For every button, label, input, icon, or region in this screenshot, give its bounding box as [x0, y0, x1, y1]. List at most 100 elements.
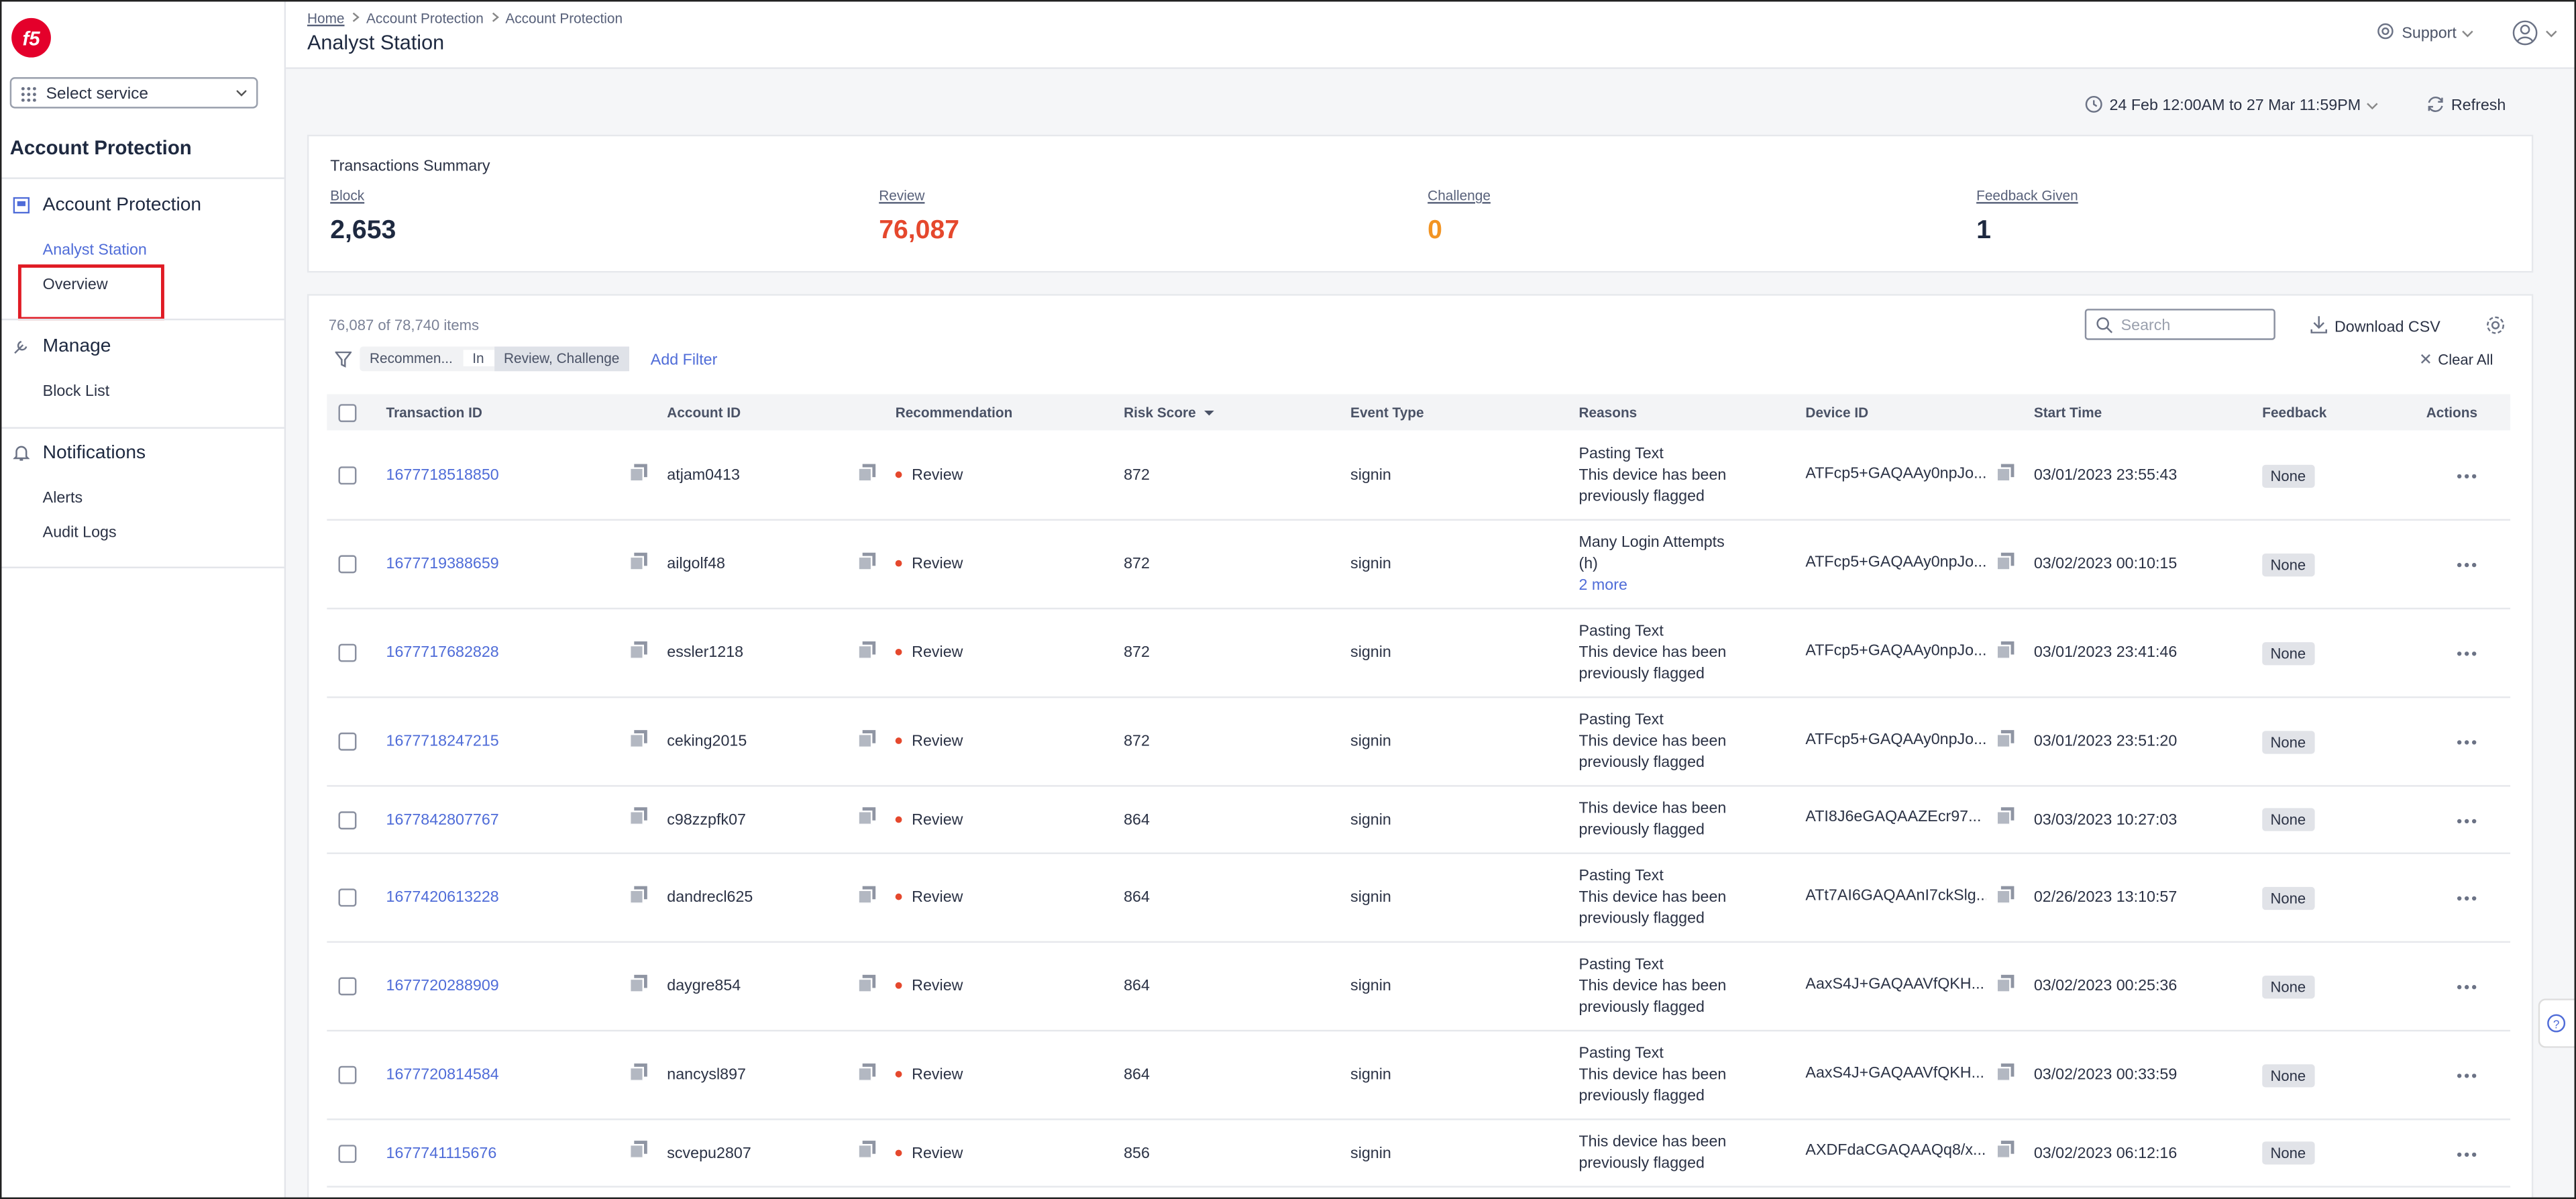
copy-icon[interactable] [857, 806, 876, 825]
actions-menu[interactable] [2456, 1073, 2477, 1080]
row-checkbox[interactable] [338, 1143, 357, 1162]
summary-label[interactable]: Review [879, 187, 925, 204]
transaction-id[interactable]: 1677720814584 [386, 1065, 499, 1084]
copy-icon[interactable] [1996, 973, 2015, 992]
search-input[interactable]: Search [2084, 309, 2275, 340]
row-checkbox[interactable] [338, 466, 357, 485]
copy-icon[interactable] [857, 884, 876, 903]
date-range[interactable]: 24 Feb 12:00AM to 27 Mar 11:59PM [2085, 95, 2378, 115]
cell: Pasting Text This device has been previou… [1578, 432, 1743, 519]
summary-label[interactable]: Challenge [1428, 187, 1491, 204]
row-checkbox[interactable] [338, 555, 357, 574]
cell: ATFcp5+GAQAAy0npJo... [1805, 630, 2033, 676]
nav-item[interactable]: Analyst Station [42, 241, 147, 260]
row-checkbox[interactable] [338, 1065, 357, 1084]
row-checkbox[interactable] [338, 643, 357, 662]
column-title[interactable]: Risk Score [1124, 404, 1196, 421]
copy-icon[interactable] [857, 462, 876, 481]
copy-icon[interactable] [629, 884, 647, 903]
actions-menu[interactable] [2456, 895, 2477, 902]
nav-section[interactable]: Notifications [42, 443, 146, 464]
copy-icon[interactable] [1996, 884, 2015, 903]
status-dot [895, 738, 902, 745]
copy-icon[interactable] [629, 729, 647, 747]
start-time: 03/01/2023 23:55:43 [2033, 466, 2178, 485]
transaction-id[interactable]: 1677717682828 [386, 643, 499, 662]
summary-label[interactable]: Block [330, 187, 365, 204]
start-time: 03/02/2023 00:10:15 [2033, 555, 2178, 574]
reason: This device has been previously flagged [1578, 977, 1727, 1017]
transaction-id[interactable]: 1677741115676 [386, 1143, 497, 1162]
summary-value: 2,653 [330, 217, 396, 245]
cell: Pasting Text This device has been previou… [1578, 943, 1743, 1030]
copy-icon[interactable] [629, 806, 647, 825]
copy-icon[interactable] [629, 639, 647, 658]
start-time: 03/01/2023 23:51:20 [2033, 732, 2178, 751]
transaction-id[interactable]: 1677720288909 [386, 977, 499, 996]
refresh-button[interactable]: Refresh [2426, 95, 2506, 115]
table-card: 76,087 of 78,740 items Recommen... In Revi… [307, 294, 2534, 1198]
status-dot [895, 472, 902, 479]
row-checkbox[interactable] [338, 811, 357, 829]
copy-icon[interactable] [1996, 462, 2015, 481]
transaction-id[interactable]: 1677842807767 [386, 811, 499, 829]
actions-menu[interactable] [2456, 562, 2477, 568]
settings[interactable] [2485, 315, 2505, 335]
nav-section[interactable]: Account Protection [42, 195, 202, 215]
more-reasons[interactable]: 2 more [1578, 576, 1627, 595]
risk-score: 864 [1124, 1065, 1150, 1084]
user-menu[interactable] [2512, 19, 2561, 46]
actions-menu[interactable] [2456, 473, 2477, 480]
actions-menu[interactable] [2456, 739, 2477, 746]
copy-icon[interactable] [629, 973, 647, 992]
copy-icon[interactable] [629, 551, 647, 570]
nav-section[interactable]: Manage [42, 336, 111, 357]
summary-label[interactable]: Feedback Given [1976, 187, 2078, 204]
event-type: signin [1350, 732, 1391, 751]
select-service[interactable]: Select service [9, 77, 258, 109]
support-menu[interactable]: Support [2377, 23, 2474, 43]
f5-logo[interactable]: f5 [10, 16, 53, 59]
copy-icon[interactable] [857, 729, 876, 747]
copy-icon[interactable] [857, 973, 876, 992]
actions-menu[interactable] [2456, 1151, 2477, 1157]
add-filter[interactable]: Add Filter [650, 351, 718, 370]
nav-item[interactable]: Overview [42, 276, 108, 295]
copy-icon[interactable] [629, 1062, 647, 1080]
copy-icon[interactable] [857, 1140, 876, 1158]
copy-icon[interactable] [629, 1140, 647, 1158]
copy-icon[interactable] [857, 551, 876, 570]
transaction-id[interactable]: 1677719388659 [386, 555, 499, 574]
copy-icon[interactable] [1996, 1140, 2015, 1158]
copy-icon[interactable] [1996, 551, 2015, 570]
copy-icon[interactable] [1996, 806, 2015, 825]
copy-icon[interactable] [1996, 639, 2015, 658]
actions-menu[interactable] [2456, 984, 2477, 990]
transaction-id[interactable]: 1677420613228 [386, 888, 499, 907]
nav-item[interactable]: Block List [42, 382, 110, 401]
copy-icon[interactable] [629, 462, 647, 481]
date-range-label: 24 Feb 12:00AM to 27 Mar 11:59PM [2109, 97, 2361, 115]
copy-icon[interactable] [857, 639, 876, 658]
nav-item[interactable]: Alerts [42, 489, 83, 508]
row-checkbox[interactable] [338, 732, 357, 751]
actions-menu[interactable] [2456, 650, 2477, 657]
transaction-id[interactable]: 1677718518850 [386, 466, 499, 485]
cell: 02/26/2023 13:10:57 [2034, 877, 2262, 918]
filter-chip[interactable]: Recommen... In Review, Challenge [360, 346, 630, 372]
account-id: c98zzpfk07 [667, 811, 746, 829]
copy-icon[interactable] [1996, 729, 2015, 747]
nav-item[interactable]: Audit Logs [42, 523, 117, 542]
download-csv[interactable]: Download CSV [2310, 315, 2440, 337]
transaction-id[interactable]: 1677718247215 [386, 732, 499, 751]
row-checkbox[interactable] [338, 888, 357, 907]
help-tab[interactable]: ? [2538, 998, 2576, 1048]
clear-all[interactable]: Clear All [2420, 352, 2493, 368]
sort-icon[interactable] [1203, 409, 1216, 417]
breadcrumb-link[interactable]: Home [307, 9, 345, 27]
actions-menu[interactable] [2456, 817, 2477, 824]
copy-icon[interactable] [857, 1062, 876, 1080]
header-cell: Risk Score [1124, 404, 1350, 421]
copy-icon[interactable] [1996, 1062, 2015, 1080]
row-checkbox[interactable] [338, 977, 357, 996]
